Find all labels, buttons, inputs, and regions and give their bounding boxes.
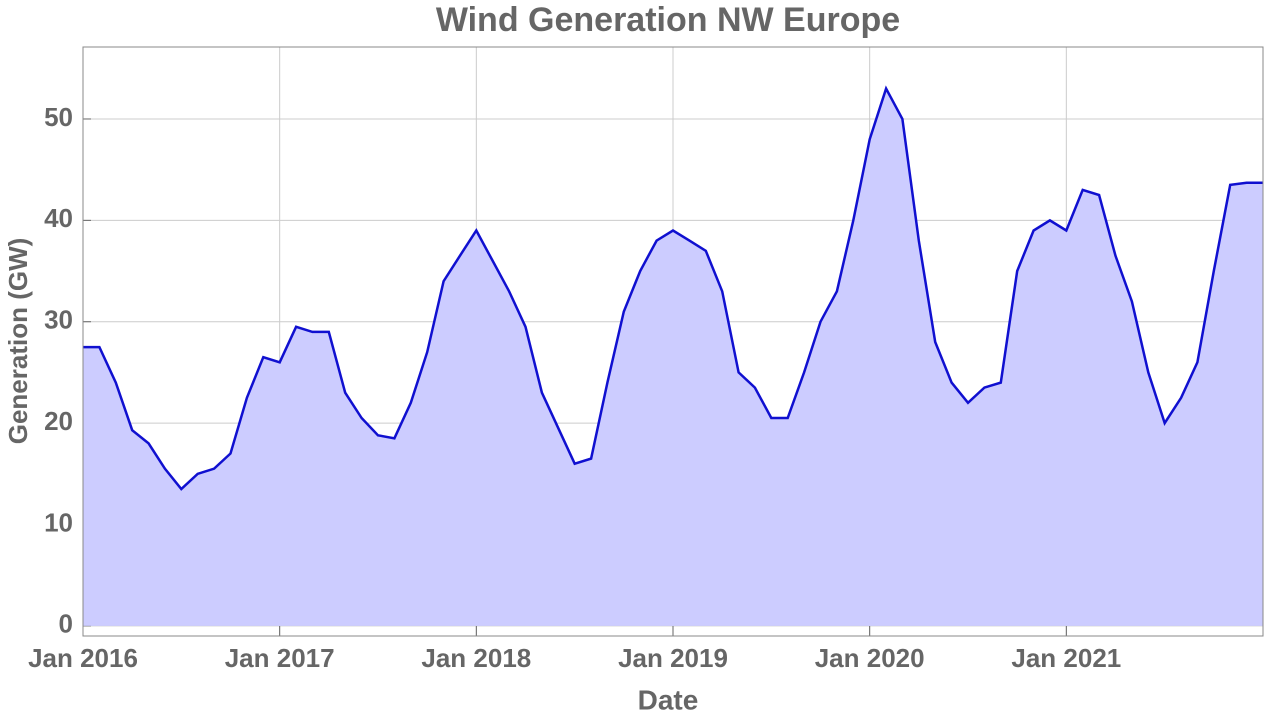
- line: [83, 85, 1263, 491]
- x-tick-label: Jan 2019: [618, 643, 728, 673]
- area: [83, 88, 1263, 626]
- y-tick-label: 10: [44, 507, 73, 537]
- y-tick-label: 30: [44, 305, 73, 335]
- x-tick-label: Jan 2021: [1011, 643, 1121, 673]
- x-axis-label: Date: [638, 684, 699, 715]
- x-tick-label: Jan 2016: [28, 643, 138, 673]
- y-tick-label: 20: [44, 406, 73, 436]
- y-axis-label: Generation (GW): [3, 238, 33, 445]
- y-tick-label: 0: [59, 609, 73, 639]
- chart-title: Wind Generation NW Europe: [436, 1, 900, 39]
- x-tick-label: Jan 2017: [225, 643, 335, 673]
- x-tick-label: Jan 2018: [421, 643, 531, 673]
- plot-frame: [82, 46, 1264, 637]
- x-tick-label: Jan 2020: [815, 643, 925, 673]
- y-tick-label: 40: [44, 203, 73, 233]
- y-tick-label: 50: [44, 102, 73, 132]
